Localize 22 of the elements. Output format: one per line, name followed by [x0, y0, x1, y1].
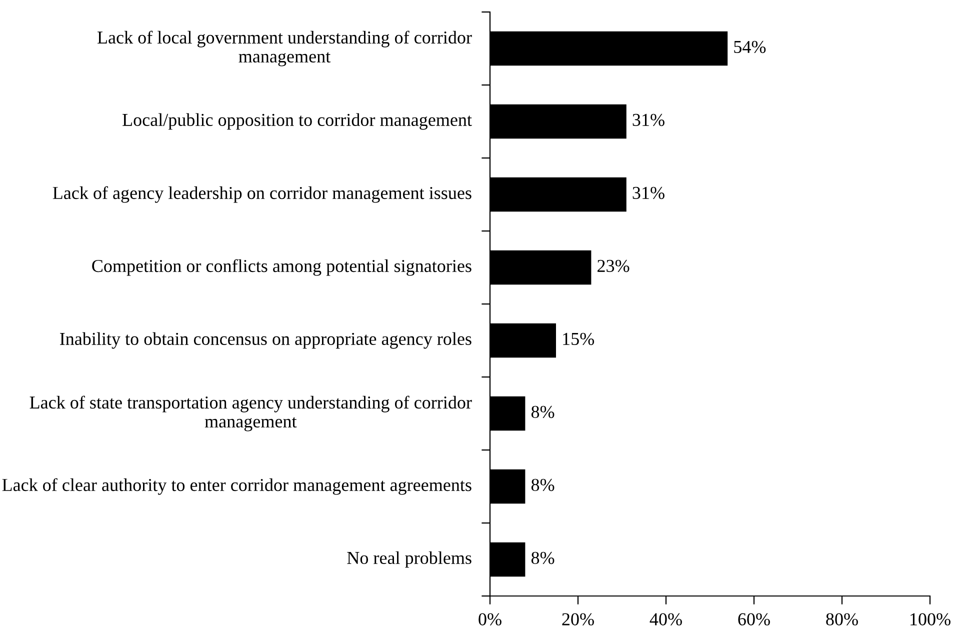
- y-tick-label: Inability to obtain concensus on appropriate agency roles: [60, 332, 472, 349]
- x-tick-label: 60%: [738, 613, 770, 626]
- y-tick-label: Local/public opposition to corridor management: [122, 113, 472, 130]
- y-tick-label: Lack of state transportation agency understanding of corridor management: [30, 396, 472, 432]
- y-tick-label: Lack of local government understanding of corridor management: [97, 30, 472, 66]
- data-label: 54%: [734, 40, 766, 54]
- x-tick-label: 100%: [910, 613, 950, 626]
- data-label: 31%: [632, 186, 664, 200]
- data-label: 31%: [632, 114, 664, 126]
- data-label: 15%: [563, 332, 594, 346]
- data-label: 8%: [531, 406, 554, 418]
- x-tick-label: 80%: [826, 613, 858, 626]
- x-tick-label: 40%: [650, 613, 682, 626]
- data-label: 8%: [531, 552, 554, 564]
- y-tick-label: Competition or conflicts among potential signatories: [92, 259, 472, 276]
- x-tick-label: 20%: [562, 613, 594, 626]
- data-label: 8%: [531, 478, 554, 492]
- y-tick-label: Lack of agency leadership on corridor management issues: [52, 186, 472, 203]
- y-tick-label: No real problems: [347, 551, 472, 568]
- x-tick-label: 0%: [478, 613, 502, 626]
- y-tick-label: Lack of clear authority to enter corridor management agreements: [2, 478, 472, 495]
- data-label: 23%: [598, 260, 630, 272]
